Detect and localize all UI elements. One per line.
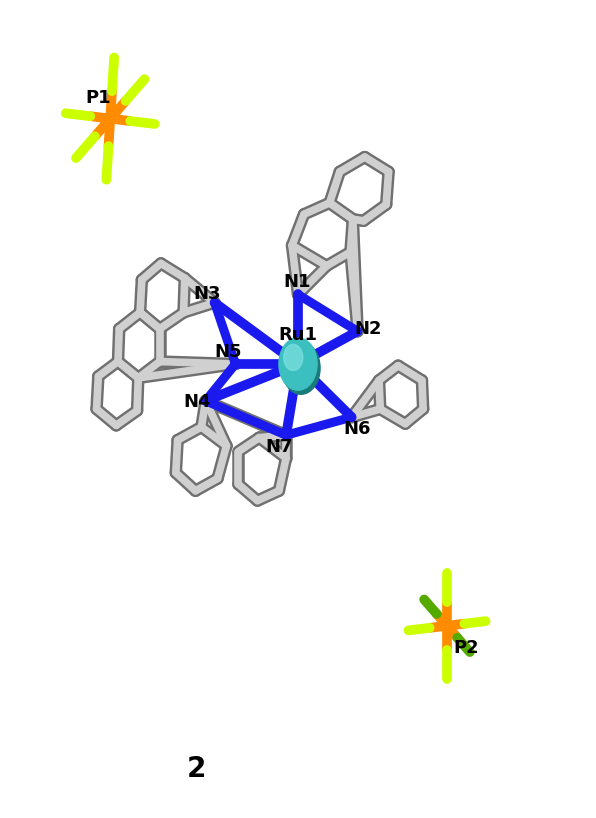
Text: Ru1: Ru1 <box>278 326 318 344</box>
Text: N1: N1 <box>283 273 311 291</box>
Circle shape <box>284 344 303 371</box>
Text: N2: N2 <box>355 320 382 338</box>
Text: N5: N5 <box>215 343 242 361</box>
Text: N7: N7 <box>265 438 293 456</box>
Text: N6: N6 <box>344 420 371 438</box>
Text: P2: P2 <box>454 639 479 657</box>
Text: 2: 2 <box>187 755 206 783</box>
Circle shape <box>282 342 320 394</box>
Text: N4: N4 <box>183 393 210 411</box>
Circle shape <box>279 338 317 390</box>
Text: N3: N3 <box>194 285 221 303</box>
Text: P1: P1 <box>86 89 111 107</box>
